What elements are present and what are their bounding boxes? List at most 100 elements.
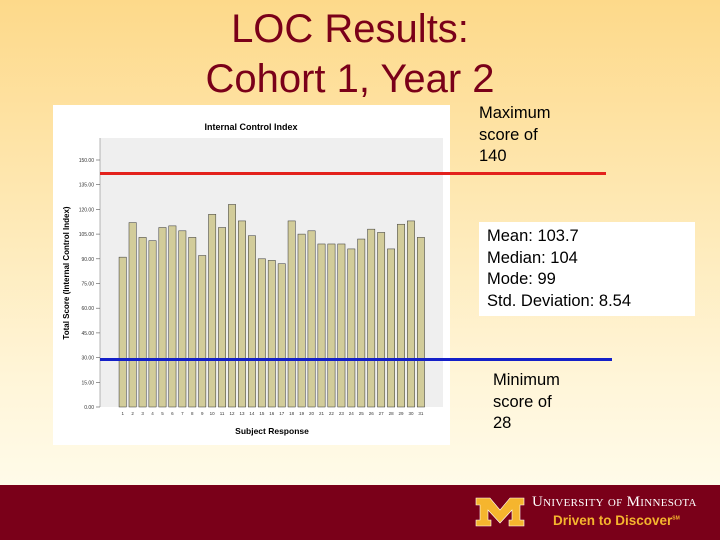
bar bbox=[277, 263, 286, 408]
x-tick-label: 25 bbox=[359, 411, 365, 416]
chart-title: Internal Control Index bbox=[204, 122, 297, 132]
minimum-score-note: Minimum score of 28 bbox=[493, 370, 560, 435]
bar bbox=[148, 240, 157, 408]
stat-mean: Mean: 103.7 bbox=[487, 227, 579, 245]
y-tick-label: 120.00 bbox=[79, 207, 95, 213]
bar-chart: Internal Control Index Subject Response … bbox=[53, 105, 450, 445]
tagline: Driven to DiscoverSM bbox=[553, 513, 680, 528]
x-tick-label: 27 bbox=[379, 411, 385, 416]
max-note-line: Maximum bbox=[479, 104, 551, 122]
y-tick-label: 30.00 bbox=[81, 356, 94, 362]
min-note-line: Minimum bbox=[493, 371, 560, 389]
slide-title-line1: LOC Results: bbox=[231, 7, 469, 51]
x-tick-label: 16 bbox=[269, 411, 275, 416]
bar bbox=[168, 225, 177, 408]
x-tick-label: 8 bbox=[191, 411, 194, 416]
bar bbox=[357, 238, 366, 408]
slide-title-line2: Cohort 1, Year 2 bbox=[205, 57, 495, 101]
x-tick-label: 23 bbox=[339, 411, 345, 416]
service-mark: SM bbox=[672, 515, 680, 522]
bar bbox=[118, 256, 127, 408]
y-tick-label: 15.00 bbox=[81, 380, 94, 386]
x-tick-label: 29 bbox=[399, 411, 405, 416]
x-tick-label: 13 bbox=[239, 411, 245, 416]
x-tick-label: 5 bbox=[161, 411, 164, 416]
bar bbox=[337, 243, 346, 408]
bar bbox=[287, 220, 296, 408]
bar bbox=[267, 260, 276, 408]
bar bbox=[138, 237, 147, 408]
bar bbox=[407, 220, 415, 408]
x-tick-label: 31 bbox=[418, 411, 424, 416]
bar bbox=[387, 248, 395, 408]
x-tick-label: 9 bbox=[201, 411, 204, 416]
bar bbox=[307, 230, 316, 408]
x-tick-label: 24 bbox=[349, 411, 355, 416]
bar bbox=[128, 222, 137, 408]
bar bbox=[218, 227, 226, 408]
bar bbox=[208, 214, 217, 408]
bar bbox=[367, 228, 376, 408]
y-tick-label: 135.00 bbox=[79, 183, 95, 189]
x-tick-label: 15 bbox=[259, 411, 265, 416]
y-tick-label: 60.00 bbox=[81, 306, 94, 312]
y-tick-label: 105.00 bbox=[79, 232, 95, 238]
stat-mode: Mode: 99 bbox=[487, 270, 556, 288]
chart-svg: Internal Control Index Subject Response … bbox=[62, 122, 443, 436]
x-tick-label: 17 bbox=[279, 411, 285, 416]
bar bbox=[297, 233, 306, 408]
bar bbox=[188, 237, 197, 408]
x-tick-label: 14 bbox=[249, 411, 255, 416]
bar bbox=[397, 223, 405, 408]
bar bbox=[178, 230, 187, 408]
maximum-score-line bbox=[100, 172, 606, 175]
x-tick-label: 19 bbox=[299, 411, 305, 416]
bar bbox=[198, 255, 207, 408]
bar bbox=[228, 204, 236, 408]
x-tick-label: 11 bbox=[220, 411, 225, 416]
y-tick-label: 45.00 bbox=[81, 331, 94, 337]
bar bbox=[327, 243, 336, 408]
y-tick-label: 0.00 bbox=[84, 405, 94, 411]
max-note-value: 140 bbox=[479, 147, 507, 165]
statistics-box: Mean: 103.7 Median: 104 Mode: 99 Std. De… bbox=[479, 222, 695, 316]
bar bbox=[248, 235, 256, 408]
stat-std-deviation: Std. Deviation: 8.54 bbox=[487, 291, 632, 310]
x-tick-label: 28 bbox=[389, 411, 395, 416]
bar bbox=[257, 258, 266, 408]
x-tick-label: 30 bbox=[408, 411, 414, 416]
x-tick-label: 22 bbox=[329, 411, 335, 416]
x-tick-label: 6 bbox=[171, 411, 174, 416]
maximum-score-note: Maximum score of 140 bbox=[479, 103, 551, 168]
bar bbox=[238, 220, 246, 408]
min-note-line: score of bbox=[493, 392, 552, 411]
x-tick-label: 1 bbox=[121, 411, 124, 416]
stat-median: Median: 104 bbox=[487, 248, 578, 267]
x-tick-label: 26 bbox=[369, 411, 375, 416]
x-tick-label: 20 bbox=[309, 411, 315, 416]
x-axis-label: Subject Response bbox=[235, 426, 309, 436]
bar bbox=[317, 243, 326, 408]
footer-bar bbox=[0, 485, 720, 540]
x-tick-label: 7 bbox=[181, 411, 184, 416]
bar bbox=[158, 227, 167, 408]
bar bbox=[347, 248, 356, 408]
y-axis-label: Total Score (Internal Control Index) bbox=[62, 206, 71, 340]
university-name: University of Minnesota bbox=[532, 494, 697, 510]
university-m-logo bbox=[475, 497, 525, 527]
minimum-score-line bbox=[100, 358, 612, 361]
y-tick-label: 90.00 bbox=[81, 257, 94, 263]
y-tick-label: 150.00 bbox=[79, 158, 95, 164]
x-tick-label: 18 bbox=[289, 411, 295, 416]
y-tick-label: 75.00 bbox=[81, 282, 94, 288]
tagline-text: Driven to Discover bbox=[553, 513, 673, 528]
max-note-line: score of bbox=[479, 125, 538, 144]
bar bbox=[417, 237, 425, 408]
x-tick-label: 12 bbox=[230, 411, 236, 416]
x-tick-label: 3 bbox=[141, 411, 144, 416]
x-tick-label: 21 bbox=[319, 411, 325, 416]
x-tick-label: 4 bbox=[151, 411, 154, 416]
x-tick-label: 10 bbox=[210, 411, 216, 416]
min-note-value: 28 bbox=[493, 414, 512, 432]
x-tick-label: 2 bbox=[131, 411, 134, 416]
